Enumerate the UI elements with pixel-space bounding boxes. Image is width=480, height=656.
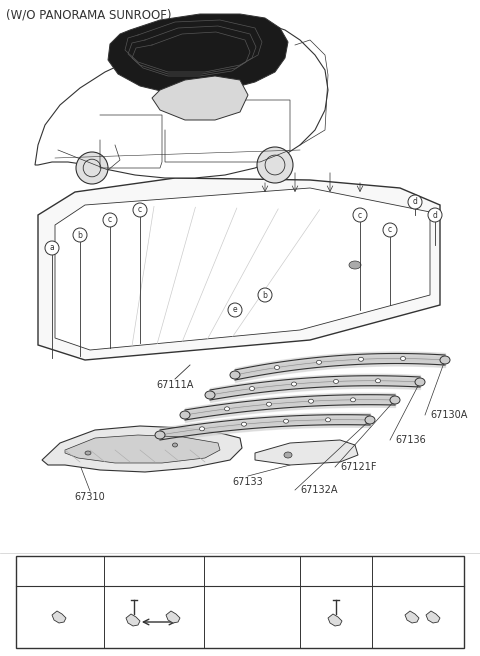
Circle shape <box>303 565 315 577</box>
Ellipse shape <box>180 411 190 419</box>
Circle shape <box>257 147 293 183</box>
Text: d: d <box>413 197 418 207</box>
Text: b: b <box>263 291 267 300</box>
Text: 67132A: 67132A <box>300 485 337 495</box>
Circle shape <box>228 303 242 317</box>
Ellipse shape <box>334 379 338 384</box>
Ellipse shape <box>266 402 272 406</box>
Circle shape <box>73 228 87 242</box>
Ellipse shape <box>85 451 91 455</box>
Text: 67136: 67136 <box>395 435 426 445</box>
Polygon shape <box>35 24 328 178</box>
Circle shape <box>258 288 272 302</box>
Text: c: c <box>358 211 362 220</box>
Ellipse shape <box>230 371 240 379</box>
Text: 67310: 67310 <box>74 492 106 502</box>
Polygon shape <box>426 611 440 623</box>
Ellipse shape <box>400 356 406 361</box>
Ellipse shape <box>350 398 356 401</box>
Ellipse shape <box>284 452 292 458</box>
Ellipse shape <box>155 431 165 439</box>
Ellipse shape <box>250 386 254 390</box>
Ellipse shape <box>309 400 313 403</box>
Text: (RACK): (RACK) <box>112 591 141 600</box>
Ellipse shape <box>241 422 247 426</box>
Text: 67133: 67133 <box>233 477 264 487</box>
Text: e: e <box>233 306 237 314</box>
Circle shape <box>76 152 108 184</box>
Text: (STD): (STD) <box>154 591 177 600</box>
Polygon shape <box>38 178 440 360</box>
Ellipse shape <box>172 443 178 447</box>
Ellipse shape <box>200 427 204 431</box>
Ellipse shape <box>205 391 215 399</box>
Text: a: a <box>49 243 54 253</box>
Ellipse shape <box>291 382 297 386</box>
Polygon shape <box>166 611 180 623</box>
Ellipse shape <box>284 419 288 423</box>
Text: 67363L: 67363L <box>319 567 353 575</box>
Ellipse shape <box>325 418 331 422</box>
Text: 67320L: 67320L <box>415 567 449 575</box>
Text: b: b <box>110 567 115 575</box>
Text: c: c <box>108 216 112 224</box>
Ellipse shape <box>415 378 425 386</box>
Text: c: c <box>138 205 142 215</box>
Text: 67324: 67324 <box>160 567 189 575</box>
Circle shape <box>428 208 442 222</box>
Text: 67328: 67328 <box>391 567 420 575</box>
Polygon shape <box>126 614 140 626</box>
Circle shape <box>45 241 59 255</box>
Circle shape <box>383 223 397 237</box>
Polygon shape <box>405 611 419 623</box>
Circle shape <box>398 565 410 577</box>
Ellipse shape <box>316 360 322 364</box>
Text: 67130A: 67130A <box>430 410 468 420</box>
Text: b: b <box>78 230 83 239</box>
Polygon shape <box>255 440 358 465</box>
Ellipse shape <box>375 379 381 382</box>
Ellipse shape <box>440 356 450 364</box>
Text: 67363L: 67363L <box>123 567 157 575</box>
Polygon shape <box>152 76 248 120</box>
Circle shape <box>353 208 367 222</box>
Text: c: c <box>388 226 392 234</box>
Polygon shape <box>65 435 220 463</box>
Ellipse shape <box>365 416 375 424</box>
Polygon shape <box>328 614 342 626</box>
Ellipse shape <box>390 396 400 404</box>
Polygon shape <box>42 426 242 472</box>
Polygon shape <box>55 188 430 350</box>
Circle shape <box>133 203 147 217</box>
Circle shape <box>408 195 422 209</box>
Polygon shape <box>108 14 288 93</box>
Bar <box>16 556 464 648</box>
Ellipse shape <box>349 261 361 269</box>
Ellipse shape <box>225 407 229 411</box>
Text: 67111A: 67111A <box>156 380 194 390</box>
Text: 67121F: 67121F <box>340 462 376 472</box>
Circle shape <box>107 565 119 577</box>
Text: a: a <box>24 567 28 575</box>
Text: (W/O PANORAMA SUNROOF): (W/O PANORAMA SUNROOF) <box>6 8 171 21</box>
Ellipse shape <box>275 365 279 369</box>
Circle shape <box>375 565 387 577</box>
Circle shape <box>103 213 117 227</box>
Text: d: d <box>432 211 437 220</box>
Text: c: c <box>307 567 311 575</box>
Text: d: d <box>379 567 384 575</box>
Polygon shape <box>52 611 66 623</box>
Circle shape <box>20 565 32 577</box>
Ellipse shape <box>359 358 363 361</box>
Text: e: e <box>402 567 406 575</box>
Text: 67320R: 67320R <box>36 567 71 575</box>
